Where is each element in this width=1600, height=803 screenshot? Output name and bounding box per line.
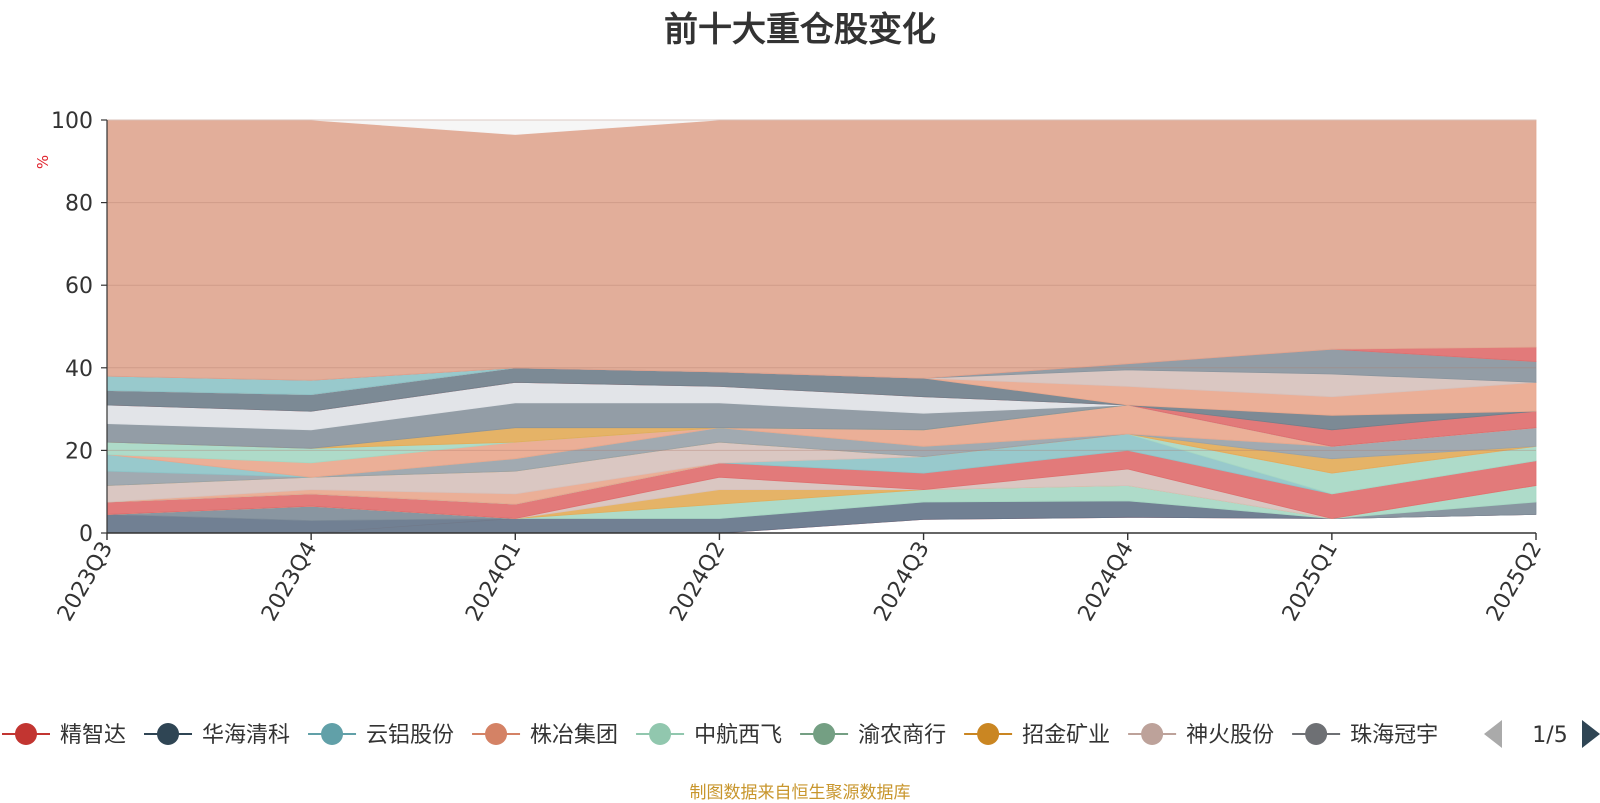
x-tick-label: 2024Q2 — [665, 538, 730, 626]
legend-label: 招金矿业 — [1022, 723, 1110, 748]
legend-item-4[interactable]: 中航西飞 — [636, 723, 782, 748]
legend-marker — [1305, 723, 1328, 745]
y-axis-label: % — [34, 155, 52, 169]
legend-label: 株冶集团 — [530, 723, 618, 748]
y-tick-label: 60 — [65, 274, 93, 299]
legend-marker — [485, 723, 508, 745]
x-tick-label: 2024Q3 — [869, 538, 934, 626]
y-tick-label: 80 — [65, 192, 93, 217]
y-tick-label: 0 — [79, 522, 93, 547]
legend-marker — [1141, 723, 1164, 745]
y-tick-label: 40 — [65, 357, 93, 382]
legend-marker — [813, 723, 836, 745]
legend-marker — [321, 723, 344, 745]
area-band-27 — [106, 119, 1537, 381]
data-source-note: 制图数据来自恒生聚源数据库 — [689, 783, 911, 803]
legend-label: 云铝股份 — [366, 723, 454, 748]
legend-label: 珠海冠宇 — [1350, 723, 1438, 748]
y-tick-label: 20 — [65, 439, 93, 464]
legend-item-3[interactable]: 株冶集团 — [472, 723, 618, 748]
y-tick-label: 100 — [51, 109, 93, 134]
legend-prev-icon[interactable] — [1484, 720, 1502, 748]
legend-label: 中航西飞 — [694, 723, 782, 748]
legend-next-icon[interactable] — [1582, 720, 1600, 748]
chart-title: 前十大重仓股变化 — [664, 10, 936, 50]
area-bands — [106, 119, 1537, 534]
legend-item-0[interactable]: 精智达 — [2, 723, 126, 748]
legend-marker — [977, 723, 1000, 745]
x-tick-label: 2024Q1 — [461, 538, 526, 626]
x-tick-label: 2025Q1 — [1278, 538, 1343, 626]
legend-marker — [157, 723, 180, 745]
x-tick-label: 2025Q2 — [1482, 538, 1547, 626]
legend-item-5[interactable]: 渝农商行 — [800, 723, 946, 748]
legend: 精智达 华海清科 云铝股份 株冶集团 中航西飞 渝农商行 招金矿业 神火股份 珠海冠宇 1/5 — [2, 720, 1600, 748]
legend-label: 渝农商行 — [858, 723, 946, 748]
legend-label: 华海清科 — [202, 723, 290, 748]
area-band-28 — [107, 119, 1536, 135]
legend-marker — [649, 723, 672, 745]
x-tick-label: 2023Q3 — [53, 538, 118, 626]
legend-page-indicator: 1/5 — [1532, 723, 1567, 748]
legend-item-8[interactable]: 珠海冠宇 — [1292, 723, 1438, 748]
legend-item-1[interactable]: 华海清科 — [144, 723, 290, 748]
legend-item-6[interactable]: 招金矿业 — [964, 723, 1110, 748]
x-tick-label: 2024Q4 — [1074, 538, 1139, 626]
legend-item-2[interactable]: 云铝股份 — [308, 723, 454, 748]
legend-marker — [15, 723, 37, 745]
legend-label: 精智达 — [60, 723, 126, 748]
legend-item-7[interactable]: 神火股份 — [1128, 723, 1274, 748]
x-tick-label: 2023Q4 — [257, 538, 322, 626]
legend-label: 神火股份 — [1186, 723, 1274, 748]
